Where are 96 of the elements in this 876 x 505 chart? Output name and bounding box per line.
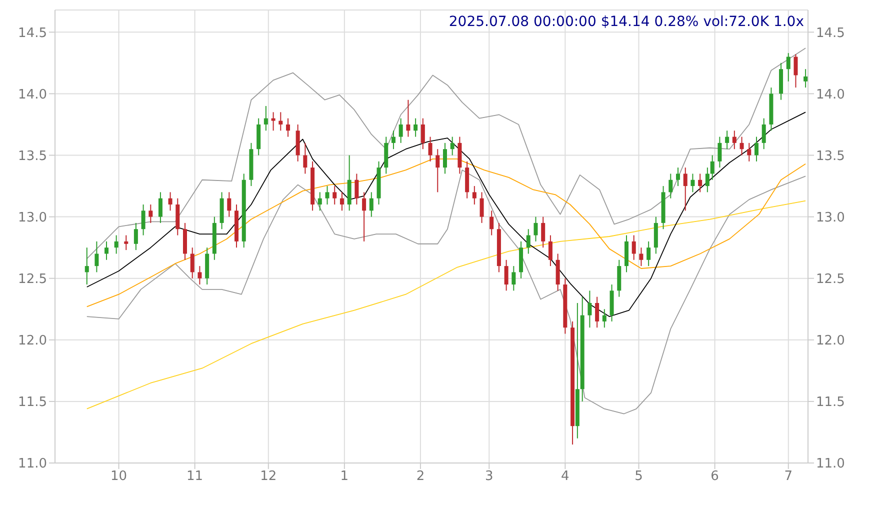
candlestick bbox=[646, 240, 651, 267]
x-tick-label: 7 bbox=[784, 469, 793, 484]
candlestick bbox=[504, 259, 508, 292]
candlestick bbox=[362, 192, 366, 242]
x-tick-label: 11 bbox=[186, 469, 204, 484]
y2-tick-label: 11.5 bbox=[816, 395, 845, 410]
y-tick-label: 12.5 bbox=[18, 272, 47, 287]
candlestick bbox=[271, 112, 276, 132]
candlestick bbox=[472, 186, 476, 205]
candlestick bbox=[398, 118, 403, 144]
x-tick-label: 12 bbox=[260, 469, 277, 484]
y2-tick-label: 12.5 bbox=[816, 272, 845, 287]
y-tick-label: 11.5 bbox=[18, 395, 47, 410]
candlestick bbox=[286, 118, 290, 138]
candlestick bbox=[114, 234, 118, 254]
candlestick bbox=[490, 210, 494, 236]
candlestick bbox=[668, 173, 673, 199]
y2-tick-label: 13.5 bbox=[816, 148, 845, 164]
candlestick bbox=[124, 234, 128, 251]
candlestick bbox=[588, 290, 592, 328]
candlestick bbox=[534, 216, 538, 242]
candlestick bbox=[340, 192, 344, 212]
candlestick bbox=[725, 130, 730, 150]
candlestick bbox=[318, 192, 322, 212]
x-tick-label: 1 bbox=[340, 469, 349, 484]
candlestick bbox=[526, 228, 530, 254]
line-series bbox=[86, 48, 806, 260]
x-tick-label: 10 bbox=[110, 469, 128, 484]
candlestick bbox=[391, 130, 396, 150]
candlestick bbox=[732, 130, 736, 150]
line-series bbox=[86, 158, 806, 308]
y2-tick-label: 11.0 bbox=[816, 456, 845, 472]
x-tick-label: 6 bbox=[710, 469, 719, 484]
candlestick bbox=[754, 136, 758, 162]
line-series bbox=[86, 112, 806, 317]
candlestick bbox=[480, 192, 484, 224]
candlestick bbox=[512, 266, 516, 292]
y-tick-label: 12.0 bbox=[18, 334, 47, 349]
candlestick bbox=[804, 68, 808, 88]
candlestick bbox=[325, 186, 330, 205]
candlestick bbox=[698, 173, 702, 193]
x-tick-label: 4 bbox=[561, 469, 570, 484]
candlestick bbox=[705, 167, 710, 193]
y-tick-label: 11.0 bbox=[18, 456, 47, 472]
candlestick bbox=[148, 204, 153, 224]
candlestick bbox=[141, 204, 146, 236]
candlestick bbox=[227, 192, 232, 218]
candlestick bbox=[436, 148, 440, 193]
chart-title: 2025.07.08 00:00:00 $14.14 0.28% vol:72.0K 1.0x bbox=[448, 14, 804, 30]
candlestick bbox=[190, 247, 194, 279]
candlestick bbox=[84, 247, 89, 286]
candlestick bbox=[786, 52, 790, 82]
y2-tick-label: 14.5 bbox=[816, 26, 845, 41]
candlestick bbox=[198, 266, 202, 286]
candlestick bbox=[442, 142, 447, 174]
candlestick bbox=[710, 154, 714, 180]
candlestick bbox=[420, 118, 425, 150]
candlestick bbox=[278, 112, 283, 132]
x-tick-label: 5 bbox=[634, 469, 643, 484]
candlestick bbox=[168, 192, 172, 212]
candlestick bbox=[762, 118, 766, 150]
candlestick bbox=[690, 173, 695, 193]
candlestick bbox=[104, 240, 109, 260]
candlestick bbox=[369, 192, 374, 218]
y2-tick-label: 12.0 bbox=[816, 334, 845, 349]
candlestick bbox=[632, 234, 636, 260]
candlestick bbox=[595, 296, 600, 328]
candlestick bbox=[406, 99, 410, 138]
candlestick bbox=[414, 118, 418, 138]
candlestick bbox=[303, 142, 308, 174]
candlestick bbox=[747, 142, 752, 162]
candlestick bbox=[450, 136, 454, 156]
candlestick bbox=[683, 167, 688, 212]
candlestick bbox=[94, 240, 99, 273]
candlestick bbox=[134, 222, 138, 251]
candlestick bbox=[740, 136, 744, 156]
candlestick bbox=[794, 54, 798, 88]
candlestick bbox=[676, 167, 680, 187]
candlestick bbox=[548, 234, 552, 267]
x-tick-label: 2 bbox=[416, 469, 425, 484]
candlestick bbox=[428, 136, 432, 162]
y-tick-label: 13.5 bbox=[18, 148, 47, 164]
candlestick bbox=[541, 216, 546, 248]
candlestick bbox=[602, 308, 606, 328]
candlestick bbox=[158, 192, 162, 224]
candlestick bbox=[264, 106, 268, 132]
candlestick bbox=[718, 136, 722, 168]
y-tick-label: 14.5 bbox=[18, 26, 47, 41]
y-tick-label: 14.0 bbox=[18, 87, 47, 102]
candlestick bbox=[354, 173, 359, 205]
x-tick-label: 3 bbox=[485, 469, 494, 484]
y-tick-label: 13.0 bbox=[18, 210, 47, 226]
y2-tick-label: 14.0 bbox=[816, 87, 845, 102]
candlestick bbox=[332, 186, 337, 205]
candlestick bbox=[639, 247, 644, 267]
y2-tick-label: 13.0 bbox=[816, 210, 845, 226]
